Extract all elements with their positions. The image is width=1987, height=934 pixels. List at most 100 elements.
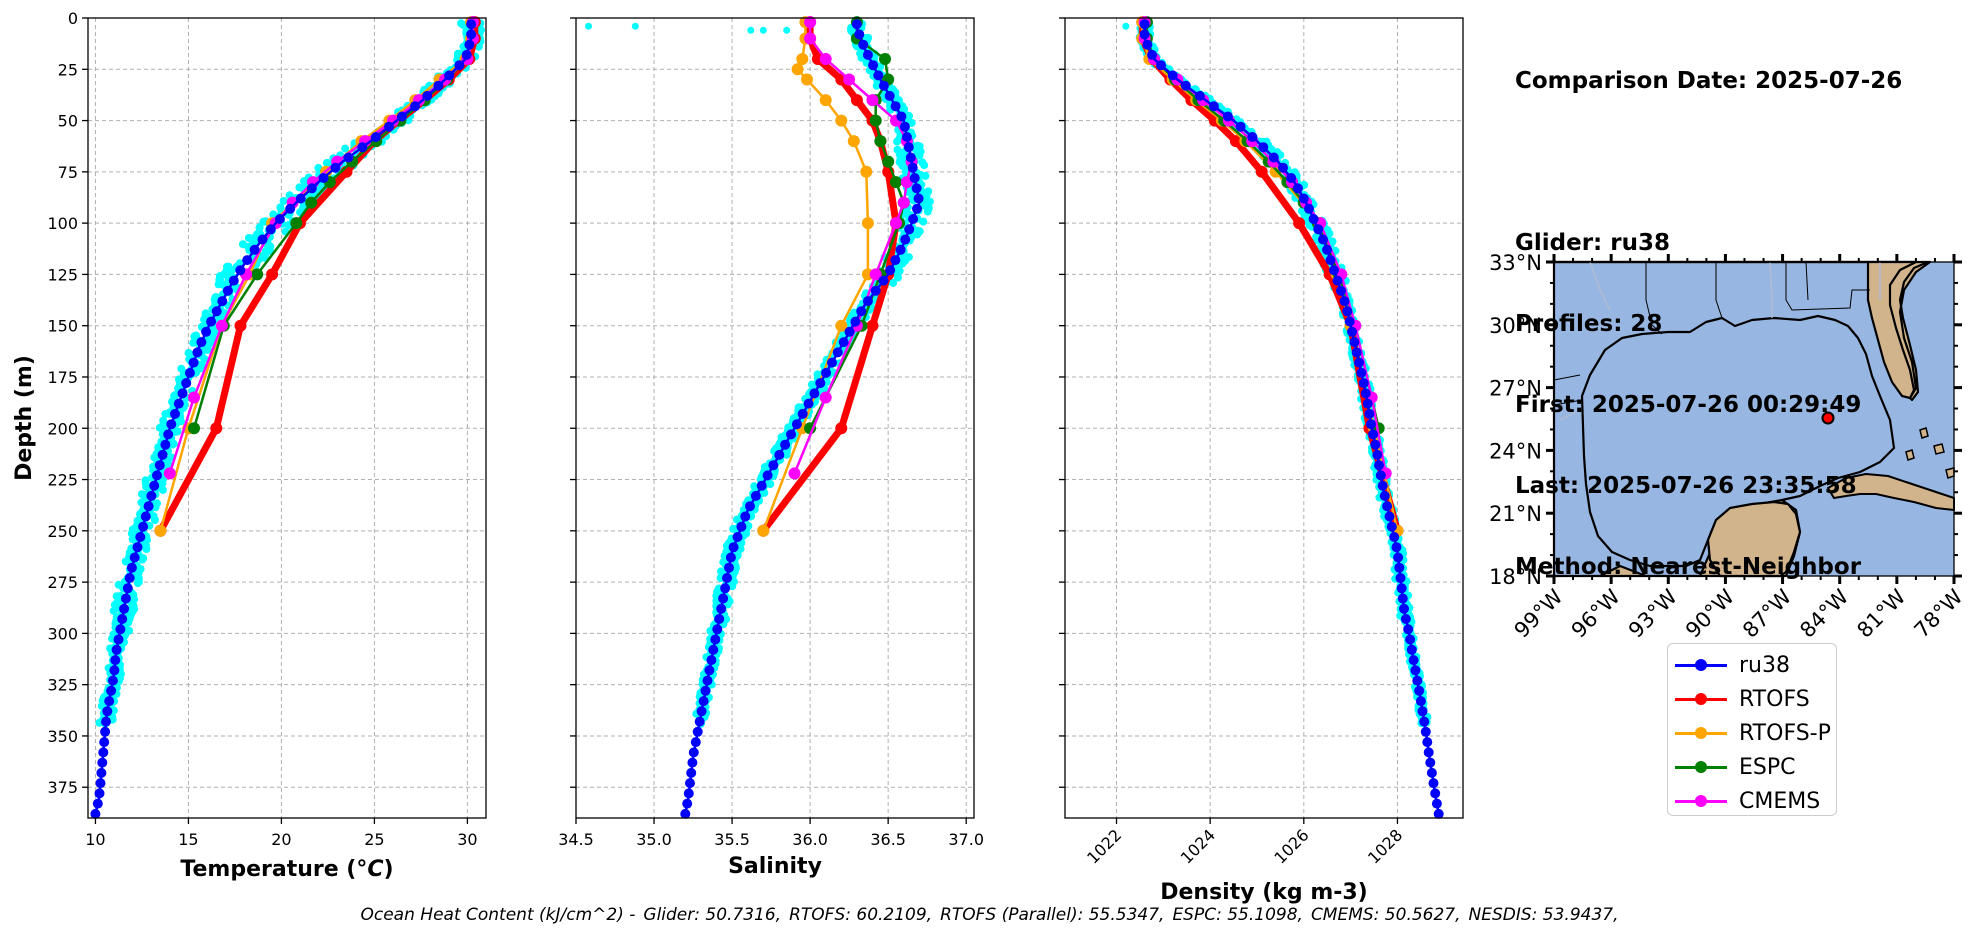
glider-scatter-point <box>457 19 466 28</box>
series-marker <box>135 532 146 542</box>
series-marker <box>884 90 895 101</box>
glider-scatter-point <box>155 423 164 432</box>
series-marker <box>698 696 709 707</box>
series-marker <box>1292 183 1303 194</box>
series-marker <box>1415 696 1426 707</box>
series-marker <box>94 788 105 799</box>
density-glider-scatter <box>1122 20 1432 728</box>
series-marker <box>461 49 472 60</box>
series-marker <box>1405 634 1416 645</box>
ohc-cmems: CMEMS: 50.5627, <box>1310 905 1461 925</box>
series-marker <box>154 460 165 471</box>
series-marker <box>835 422 848 435</box>
legend-marker <box>1695 760 1707 773</box>
series-marker <box>330 162 341 173</box>
series-marker <box>907 162 918 173</box>
series-marker <box>217 296 228 307</box>
series-marker <box>1396 583 1407 594</box>
series-marker <box>866 319 879 332</box>
series-marker <box>815 378 826 389</box>
series-marker <box>904 224 915 235</box>
series-marker <box>90 808 101 819</box>
series-marker <box>100 726 111 737</box>
series-marker <box>851 19 862 30</box>
x-tick-label: 1026 <box>1270 825 1312 867</box>
series-marker <box>710 634 721 645</box>
glider-scatter-point <box>759 26 767 34</box>
series-marker <box>410 101 420 112</box>
series-marker <box>101 716 111 727</box>
series-marker <box>1268 152 1279 163</box>
series-marker <box>850 94 863 107</box>
series-marker <box>856 306 867 317</box>
series-marker <box>1399 603 1409 614</box>
series-marker <box>1420 726 1431 737</box>
legend-label: ESPC <box>1739 754 1796 780</box>
series-marker <box>295 193 306 204</box>
series-marker <box>688 747 699 758</box>
legend-swatch <box>1675 658 1727 671</box>
series-marker <box>687 757 698 768</box>
series-marker <box>683 788 694 799</box>
ohc-espc: ESPC: 55.1098, <box>1172 905 1303 925</box>
series-marker <box>1180 80 1191 91</box>
glider-scatter-point <box>109 606 118 615</box>
series-marker <box>160 439 171 450</box>
series-marker <box>97 757 108 768</box>
series-marker <box>843 73 856 86</box>
series-line <box>1138 22 1401 532</box>
series-marker <box>899 121 910 132</box>
series-marker <box>819 53 832 65</box>
series-marker <box>1410 665 1421 676</box>
series-marker <box>745 501 755 512</box>
series-ru38 <box>1139 19 1444 819</box>
glider-scatter-point <box>920 161 929 170</box>
series-marker <box>862 296 873 307</box>
ohc-rtofs-parallel: RTOFS (Parallel): 55.5347, <box>940 905 1165 925</box>
ohc-footer: Ocean Heat Content (kJ/cm^2) - Glider: 50… <box>0 905 1987 925</box>
temperature-series <box>90 16 481 819</box>
series-marker <box>1347 326 1357 337</box>
series-marker <box>1235 121 1246 132</box>
series-marker <box>821 367 832 378</box>
series-marker <box>173 398 184 409</box>
series-marker <box>873 70 884 81</box>
glider-scatter-point <box>631 22 639 30</box>
series-marker <box>1406 644 1417 655</box>
series-marker <box>682 798 693 809</box>
series-marker <box>1397 593 1408 604</box>
series-marker <box>1425 757 1436 768</box>
legend-item-rtofs-p: RTOFS-P <box>1668 716 1836 750</box>
series-marker <box>1389 532 1400 542</box>
series-marker <box>890 217 902 230</box>
series-marker <box>154 524 167 537</box>
series-marker <box>901 132 912 142</box>
y-tick-label: 50 <box>58 112 78 131</box>
series-marker <box>692 726 703 737</box>
series-marker <box>265 224 276 235</box>
series-marker <box>1360 388 1371 399</box>
salinity-axis-label: Salinity <box>728 854 822 879</box>
glider-scatter-point <box>747 26 755 34</box>
series-marker <box>870 285 881 296</box>
legend-label: RTOFS <box>1739 686 1810 712</box>
series-marker <box>700 685 711 696</box>
y-tick-label: 100 <box>47 214 78 233</box>
series-marker <box>866 94 879 107</box>
series-marker <box>1391 542 1402 553</box>
density-x-ticks: 1022 1024 1026 1028 <box>1083 818 1406 868</box>
legend-swatch <box>1675 760 1727 773</box>
series-marker <box>140 511 151 522</box>
series-marker <box>1247 132 1258 142</box>
series-marker <box>132 542 143 553</box>
glider-scatter-point <box>138 555 147 564</box>
series-marker <box>909 173 920 183</box>
series-marker <box>879 53 891 65</box>
series-marker <box>1419 716 1430 727</box>
series-marker <box>1342 306 1353 317</box>
salinity-y-ticks <box>570 17 576 788</box>
series-marker <box>827 357 837 368</box>
legend-item-cmems: CMEMS <box>1668 784 1836 818</box>
series-marker <box>444 70 455 81</box>
series-marker <box>1400 614 1411 624</box>
